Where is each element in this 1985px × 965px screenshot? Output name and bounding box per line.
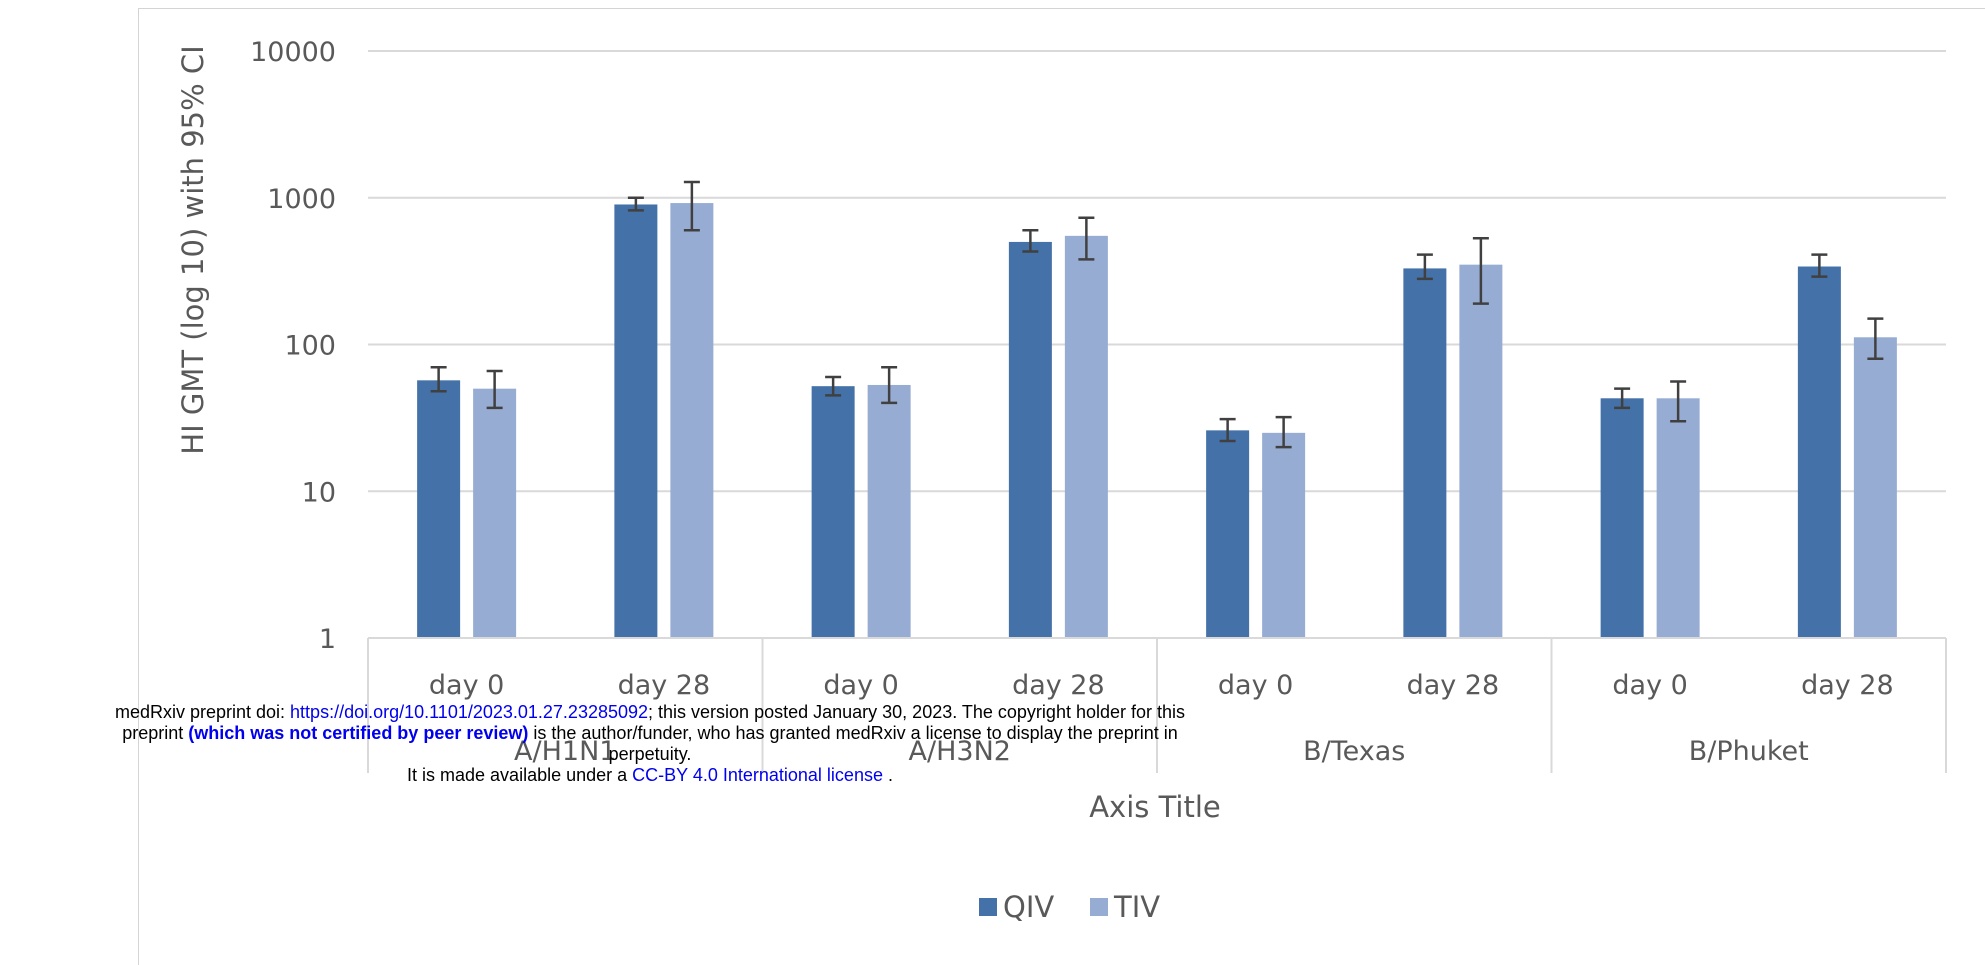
license-link[interactable]: CC-BY 4.0 International license xyxy=(632,765,883,785)
bars xyxy=(417,203,1897,638)
notice-line-1: medRxiv preprint doi: https://doi.org/10… xyxy=(114,702,1186,722)
x-axis-title: Axis Title xyxy=(1089,790,1221,824)
legend-swatch-tiv xyxy=(1090,898,1108,916)
bar-tiv xyxy=(1064,235,1108,638)
x-tick-label: day 28 xyxy=(1801,670,1894,701)
legend-label-qiv: QIV xyxy=(1003,890,1054,924)
notice-line-4: It is made available under a CC-BY 4.0 I… xyxy=(407,765,893,785)
y-tick-labels: 1 10 100 1000 10000 xyxy=(250,37,336,655)
x-tick-label: day 28 xyxy=(618,670,711,701)
group-label: B/Phuket xyxy=(1689,736,1809,767)
group-label: A/H1N1 xyxy=(514,736,616,767)
y-tick-label: 1000 xyxy=(267,184,336,215)
bar-qiv xyxy=(1206,430,1250,638)
legend: QIV TIV xyxy=(979,890,1160,924)
bar-tiv xyxy=(1262,432,1306,638)
preprint-notice: medRxiv preprint doi: https://doi.org/10… xyxy=(0,702,1300,786)
bar-tiv xyxy=(867,384,911,638)
bar-qiv xyxy=(614,204,658,638)
x-tick-label: day 0 xyxy=(1612,670,1687,701)
bar-qiv xyxy=(1797,266,1841,638)
y-tick-label: 1 xyxy=(319,624,336,655)
x-tick-label: day 28 xyxy=(1407,670,1500,701)
y-tick-label: 100 xyxy=(284,331,336,362)
y-tick-label: 10000 xyxy=(250,37,336,68)
y-axis-title: HI GMT (log 10) with 95% CI xyxy=(176,45,210,454)
gridlines xyxy=(368,50,1946,493)
bar-qiv xyxy=(1008,241,1052,638)
peer-review-notice: (which was not certified by peer review) xyxy=(188,723,529,743)
bar-qiv xyxy=(417,380,461,638)
bar-tiv xyxy=(670,203,714,638)
chart-frame xyxy=(138,8,1985,965)
doi-link[interactable]: https://doi.org/10.1101/2023.01.27.23285… xyxy=(290,702,649,722)
x-tick-label: day 28 xyxy=(1012,670,1105,701)
legend-swatch-qiv xyxy=(979,898,997,916)
group-label: B/Texas xyxy=(1303,736,1405,767)
x-tick-label: day 0 xyxy=(823,670,898,701)
group-label: A/H3N2 xyxy=(909,736,1011,767)
bar-qiv xyxy=(811,386,855,638)
x-tick-label: day 0 xyxy=(1218,670,1293,701)
bar-tiv xyxy=(1459,264,1503,638)
error-bars xyxy=(430,180,1884,449)
x-axis: day 0 day 28 day 0 day 28 day 0 day 28 day 0 da… xyxy=(367,637,1947,773)
x-tick-label: day 0 xyxy=(429,670,504,701)
legend-label-tiv: TIV xyxy=(1113,890,1160,924)
y-tick-label: 10 xyxy=(302,477,336,508)
bar-tiv xyxy=(1853,337,1897,638)
bar-qiv xyxy=(1600,398,1644,638)
bar-qiv xyxy=(1403,268,1447,638)
bar-tiv xyxy=(473,388,517,638)
notice-line-2: preprint (which was not certified by pee… xyxy=(122,723,1178,743)
bar-tiv xyxy=(1656,398,1700,638)
notice-line-3: perpetuity. xyxy=(608,744,692,764)
